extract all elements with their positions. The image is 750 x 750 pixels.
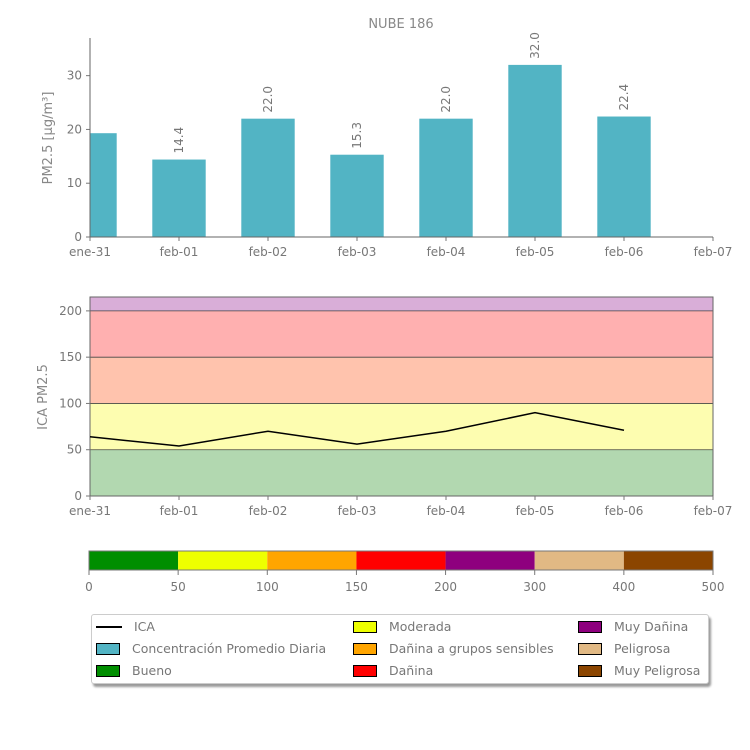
colorbar-frame	[88, 550, 714, 571]
legend-label: Dañina a grupos sensibles	[389, 641, 554, 656]
color-swatch-icon	[578, 664, 602, 677]
bars	[90, 64, 651, 237]
bar-data-label: 22.0	[261, 86, 275, 113]
bar	[330, 154, 384, 237]
legend-label: Concentración Promedio Diaria	[132, 641, 327, 656]
legend-label: Bueno	[132, 663, 172, 678]
x-tick-label: feb-06	[605, 504, 644, 518]
bar	[508, 64, 562, 237]
bar	[419, 118, 473, 237]
legend-item-bueno: Bueno	[96, 663, 172, 678]
x-tick-label: feb-03	[338, 504, 377, 518]
colorbar-tick-label: 400	[612, 580, 635, 594]
legend-item-danina: Dañina	[353, 663, 433, 678]
color-swatch-icon	[353, 664, 377, 677]
colorbar-tick-label: 500	[702, 580, 725, 594]
legend-item-danina-grupos: Dañina a grupos sensibles	[353, 641, 554, 656]
y-tick-label: 30	[67, 69, 82, 83]
aqi-colorbar: 0 50 100 150 200 300 400 500	[85, 550, 725, 594]
x-tick-label: feb-07	[694, 504, 733, 518]
legend-item-moderada: Moderada	[353, 619, 451, 634]
color-swatch-icon	[578, 620, 602, 633]
bar	[152, 159, 206, 237]
bar	[241, 118, 295, 237]
legend-item-ica: ICA	[96, 619, 155, 634]
x-tick-label: feb-02	[249, 504, 288, 518]
y-tick-label: 20	[67, 122, 82, 136]
colorbar-tick-label: 200	[434, 580, 457, 594]
aqi-band	[90, 357, 713, 404]
legend-label: Moderada	[389, 619, 452, 634]
y-tick-label: 50	[67, 443, 82, 457]
legend-label: Muy Dañina	[614, 619, 689, 634]
y-tick-label: 10	[67, 176, 82, 190]
x-tick-label: feb-04	[427, 504, 466, 518]
legend-label: ICA	[134, 619, 155, 634]
colorbar-tick-label: 50	[171, 580, 186, 594]
bar-data-label: 14.4	[172, 127, 186, 154]
y-tick-label: 0	[74, 489, 82, 503]
colorbar-segment	[89, 551, 179, 570]
x-tick-label: ene-31	[69, 504, 111, 518]
x-tick-label: feb-04	[427, 245, 466, 259]
legend-item-muy-danina: Muy Dañina	[578, 619, 688, 634]
legend-item-peligrosa: Peligrosa	[578, 641, 670, 656]
y-tick-label: 100	[59, 396, 82, 410]
bar-data-label: 22.0	[439, 86, 453, 113]
aqi-band	[90, 297, 713, 311]
colorbar-segment	[445, 551, 535, 570]
bar-data-label: 22.4	[617, 84, 631, 111]
x-tick-label: feb-03	[338, 245, 377, 259]
bar-chart: ene-31 14.4 feb-01 22.0 feb-02 15.3 feb-03 22.0…	[67, 32, 733, 259]
x-tick-label: ene-31	[69, 245, 111, 259]
legend-label: Muy Peligrosa	[614, 663, 701, 678]
legend-item-muy-peligrosa: Muy Peligrosa	[578, 663, 700, 678]
colorbar-tick-label: 100	[256, 580, 279, 594]
ica-line	[89, 411, 625, 447]
y-tick-label: 0	[74, 230, 82, 244]
bar-y-axis-label: PM2.5 [μg/m³]	[41, 92, 56, 185]
color-swatch-icon	[578, 642, 602, 655]
x-tick-label: feb-01	[160, 245, 199, 259]
legend-label: Dañina	[389, 663, 434, 678]
x-tick-label: feb-05	[516, 504, 555, 518]
legend: ICA Concentración Promedio Diaria Bueno …	[91, 614, 709, 684]
color-swatch-icon	[96, 664, 120, 677]
legend-label: Peligrosa	[614, 641, 671, 656]
color-swatch-icon	[353, 620, 377, 633]
colorbar-segment	[534, 551, 624, 570]
y-tick-label: 150	[59, 350, 82, 364]
ica-line-chart: ene-31 feb-01 feb-02 feb-03 feb-04 feb-05 feb-…	[59, 296, 733, 518]
bar-data-label: 15.3	[350, 122, 364, 149]
plot-frame	[89, 296, 714, 497]
x-tick-label: feb-07	[694, 245, 733, 259]
color-swatch-icon	[353, 642, 377, 655]
chart-title: NUBE 186	[368, 17, 433, 32]
color-swatch-icon	[96, 642, 120, 655]
aqi-band	[90, 449, 713, 496]
x-tick-label: feb-01	[160, 504, 199, 518]
bar	[90, 133, 117, 237]
y-tick-label: 200	[59, 304, 82, 318]
legend-item-concentracion: Concentración Promedio Diaria	[96, 641, 326, 656]
line-swatch-icon	[96, 625, 122, 628]
bar	[597, 116, 651, 237]
x-tick-label: feb-06	[605, 245, 644, 259]
colorbar-segment	[623, 551, 713, 570]
aqi-band	[90, 403, 713, 450]
x-tick-label: feb-05	[516, 245, 555, 259]
line-y-axis-label: ICA PM2.5	[36, 364, 51, 430]
aqi-band	[90, 310, 713, 358]
colorbar-tick-label: 300	[523, 580, 546, 594]
colorbar-tick-label: 0	[85, 580, 93, 594]
colorbar-tick-label: 150	[345, 580, 368, 594]
colorbar-segment	[178, 551, 268, 570]
bar-data-label: 32.0	[528, 32, 542, 59]
colorbar-segment	[356, 551, 446, 570]
colorbar-segment	[267, 551, 357, 570]
x-tick-label: feb-02	[249, 245, 288, 259]
